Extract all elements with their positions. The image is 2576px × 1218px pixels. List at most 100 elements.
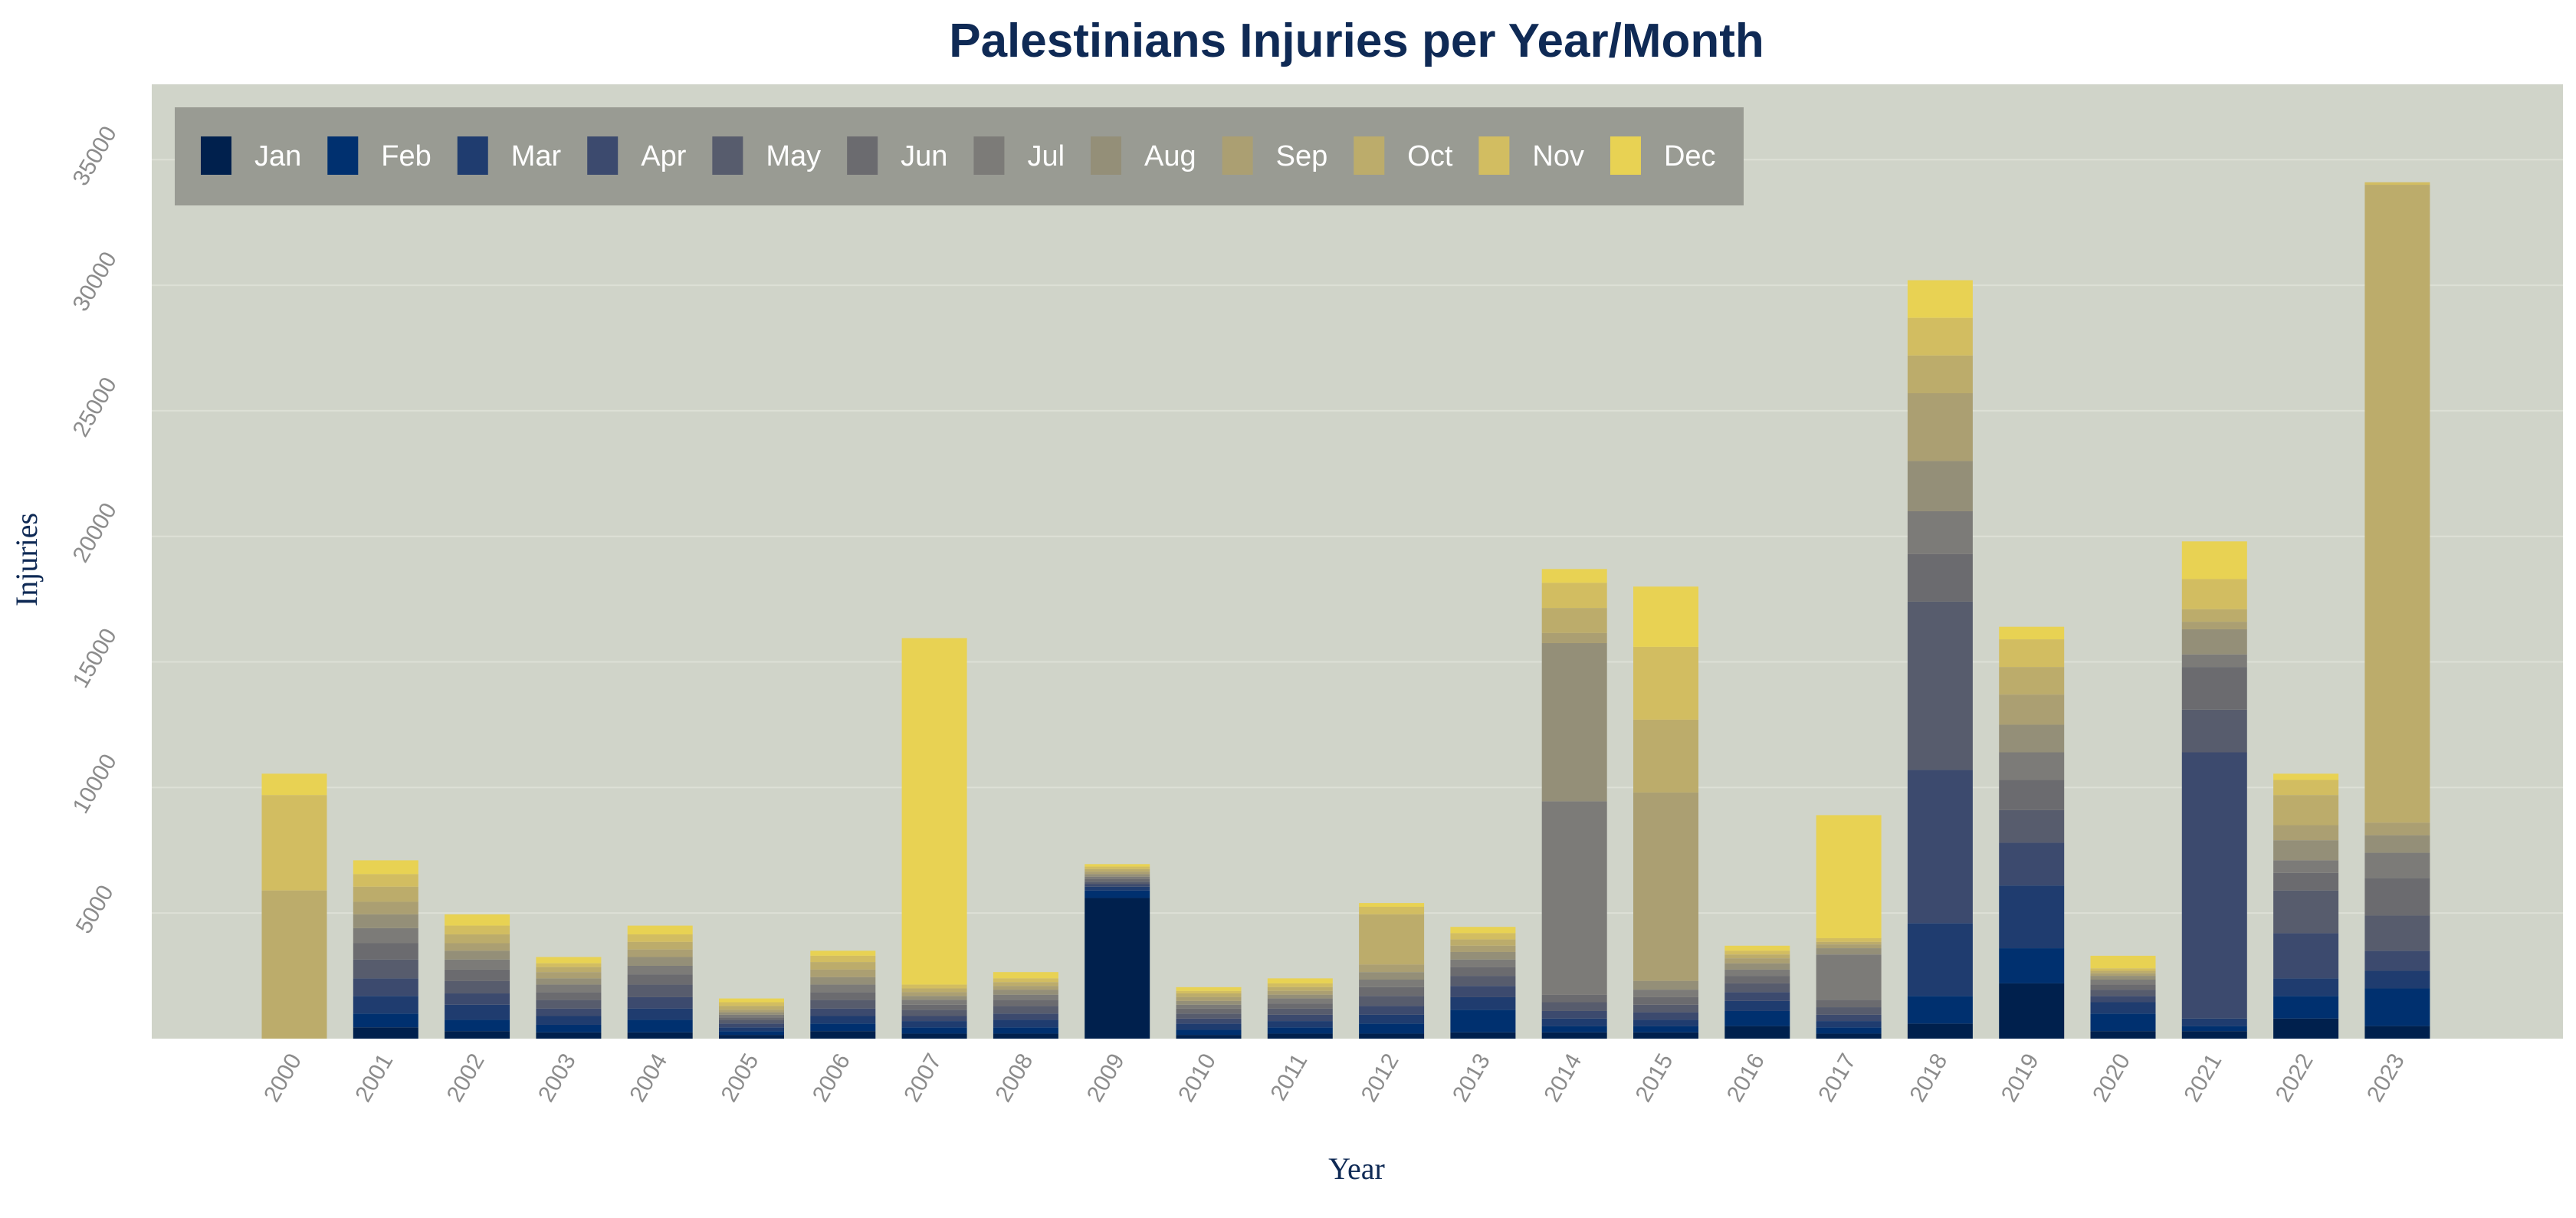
bar-segment-2015-mar [1633,1019,1698,1026]
bar-segment-2001-jul [353,927,418,944]
bar-segment-2013-sep [1450,945,1516,952]
x-tick-label: 2018 [1905,1049,1953,1106]
x-axis-ticks: 2000 2001 2002 2003 2004 2005 2006 2007 2008 2009… [259,1049,2410,1106]
bar-segment-2003-sep [536,972,602,979]
bar-segment-2015-jul [1633,990,1698,997]
legend-swatch-jun [847,136,878,175]
bar-segment-2004-jun [627,974,693,985]
bar-segment-2023-jun [2364,878,2430,916]
legend-swatch-sep [1222,136,1253,175]
bar-segment-2022-aug [2273,840,2339,861]
bar-segment-2016-dec [1724,945,1790,951]
bar-segment-2019-jan [1999,983,2065,1039]
bar-segment-2023-jul [2364,852,2430,878]
y-axis-ticks: 5000 10000 15000 20000 25000 30000 35000 [68,122,122,937]
bar-segment-2019-jul [1999,752,2065,780]
bar-segment-2005-jan [719,1035,784,1039]
bar-segment-2009-jun [1085,878,1150,882]
y-tick-label: 30000 [68,248,122,316]
bar-segment-2004-apr [627,996,693,1009]
bar-segment-2002-dec [445,914,510,926]
x-tick-label: 2016 [1722,1049,1770,1106]
legend: Jan Feb Mar Apr May Jun Jul Aug Sep Oct Nov Dec [175,107,1744,205]
bar-segment-2017-nov [1816,937,1882,942]
bar-segment-2012-dec [1359,903,1425,907]
bar-segment-2006-jan [810,1031,876,1039]
x-tick-label: 2022 [2271,1049,2318,1106]
bar-segment-2021-jul [2181,654,2247,668]
x-tick-label: 2008 [991,1049,1039,1106]
bar-segment-2002-nov [445,925,510,935]
x-tick-label: 2006 [808,1049,855,1106]
x-tick-label: 2003 [533,1049,581,1106]
bar-segment-2001-oct [353,886,418,902]
y-tick-label: 20000 [68,499,122,567]
bar-segment-2015-nov [1633,646,1698,720]
bar-segment-2012-apr [1359,1006,1425,1015]
bar-segment-2015-sep [1633,792,1698,981]
y-tick-label: 5000 [71,881,119,937]
bar-segment-2021-nov [2181,579,2247,609]
bar-segment-2004-aug [627,957,693,966]
bar-segment-2007-jan [901,1033,967,1039]
bar-segment-2015-apr [1633,1012,1698,1020]
bar-segment-2022-jan [2273,1018,2339,1039]
bar-segment-2018-jul [1907,511,1973,554]
bar-segment-2021-mar [2181,1018,2247,1026]
bar-segment-2014-oct [1541,608,1607,633]
bar-segment-2017-sep [1816,944,1882,949]
bar-segment-2006-oct [810,962,876,970]
bar-segment-2005-aug [719,1012,784,1015]
bar-segment-2011-apr [1267,1014,1333,1022]
y-tick-label: 35000 [68,122,122,190]
bar-segment-2009-oct [1085,868,1150,872]
bar-segment-2015-jun [1633,996,1698,1005]
x-tick-label: 2004 [625,1049,672,1106]
bar-segment-2004-dec [627,925,693,935]
bar-segment-2020-may [2090,990,2156,996]
bar-segment-2001-aug [353,914,418,928]
bar-segment-2013-nov [1450,933,1516,940]
bar-segment-2001-jan [353,1027,418,1039]
bar-segment-2003-may [536,1000,602,1009]
bar-segment-2023-may [2364,915,2430,951]
legend-label-jan: Jan [254,140,301,172]
bar-segment-2009-apr [1085,884,1150,887]
legend-label-jul: Jul [1027,140,1065,172]
bar-segment-2002-aug [445,950,510,960]
bar-segment-2021-jan [2181,1031,2247,1039]
x-tick-label: 2020 [2088,1049,2135,1106]
bar-segment-2008-nov [993,978,1058,983]
bar-segment-2010-jun [1176,1008,1242,1014]
bar-segment-2019-may [1999,809,2065,843]
bar-segment-2007-feb [901,1027,967,1034]
bar-segment-2003-jun [536,992,602,1000]
bar-segment-2021-oct [2181,609,2247,622]
bar-segment-2014-dec [1541,569,1607,583]
bar-segment-2003-feb [536,1024,602,1033]
bar-segment-2012-sep [1359,964,1425,973]
bar-segment-2002-may [445,980,510,994]
bar-segment-2015-feb [1633,1026,1698,1033]
bar-segment-2007-mar [901,1021,967,1028]
bar-segment-2008-feb [993,1027,1058,1034]
legend-label-may: May [766,140,821,172]
bar-segment-2008-may [993,1006,1058,1014]
bar-segment-2022-mar [2273,978,2339,996]
bar-segment-2020-oct [2090,970,2156,973]
bar-segment-2006-may [810,1000,876,1009]
bar-segment-2013-dec [1450,927,1516,934]
bar-segment-2020-feb [2090,1013,2156,1032]
legend-swatch-dec [1610,136,1641,175]
bar-segment-2002-mar [445,1004,510,1020]
bar-segment-2007-jun [901,1004,967,1010]
bar-segment-2001-jun [353,943,418,960]
bar-segment-2016-jan [1724,1026,1790,1039]
bar-segment-2002-jul [445,959,510,970]
bar-segment-2014-may [1541,1002,1607,1011]
bar-segment-2008-mar [993,1019,1058,1028]
bar-segment-2018-jan [1907,1023,1973,1039]
bar-segment-2014-sep [1541,632,1607,643]
bar-segment-2004-mar [627,1008,693,1020]
legend-label-dec: Dec [1664,140,1716,172]
